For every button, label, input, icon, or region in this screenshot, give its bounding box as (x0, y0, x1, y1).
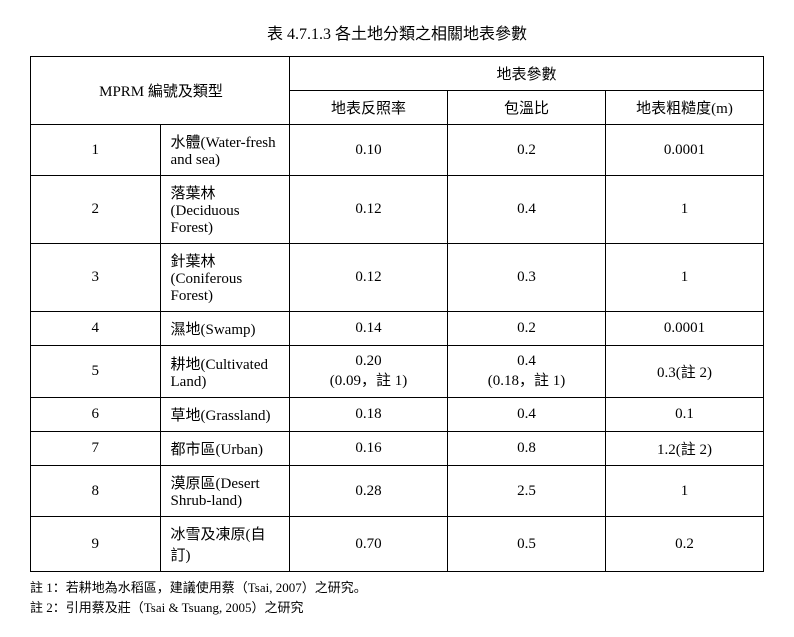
row-type: 水體(Water-fresh and sea) (160, 125, 290, 176)
land-params-table: MPRM 編號及類型 地表參數 地表反照率 包溫比 地表粗糙度(m) 1水體(W… (30, 56, 764, 572)
table-row: 5耕地(Cultivated Land)0.20(0.09，註 1)0.4(0.… (31, 346, 764, 398)
table-row: 2落葉林(Deciduous Forest)0.120.41 (31, 176, 764, 244)
row-bowen: 0.5 (448, 517, 606, 572)
row-rough: 0.0001 (606, 312, 764, 346)
row-albedo: 0.12 (290, 244, 448, 312)
footnote: 註 1：若耕地為水稻區，建議使用蔡（Tsai, 2007）之研究。 (30, 578, 764, 598)
table-title: 表 4.7.1.3 各土地分類之相關地表參數 (30, 20, 764, 44)
row-type: 冰雪及凍原(自訂) (160, 517, 290, 572)
footnotes: 註 1：若耕地為水稻區，建議使用蔡（Tsai, 2007）之研究。註 2：引用蔡… (30, 578, 764, 617)
row-bowen: 0.4 (448, 176, 606, 244)
row-number: 2 (31, 176, 161, 244)
row-albedo: 0.20(0.09，註 1) (290, 346, 448, 398)
header-bowen: 包溫比 (448, 91, 606, 125)
row-type: 落葉林(Deciduous Forest) (160, 176, 290, 244)
table-row: 3針葉林(Coniferous Forest)0.120.31 (31, 244, 764, 312)
row-rough: 0.2 (606, 517, 764, 572)
row-number: 4 (31, 312, 161, 346)
row-rough: 1.2(註 2) (606, 432, 764, 466)
table-row: 8漠原區(Desert Shrub-land)0.282.51 (31, 466, 764, 517)
table-row: 9冰雪及凍原(自訂)0.700.50.2 (31, 517, 764, 572)
row-bowen: 0.3 (448, 244, 606, 312)
row-number: 9 (31, 517, 161, 572)
row-type: 草地(Grassland) (160, 398, 290, 432)
row-number: 3 (31, 244, 161, 312)
row-bowen: 0.8 (448, 432, 606, 466)
table-row: 1水體(Water-fresh and sea)0.100.20.0001 (31, 125, 764, 176)
row-bowen: 0.2 (448, 125, 606, 176)
row-rough: 1 (606, 176, 764, 244)
row-albedo: 0.12 (290, 176, 448, 244)
header-params: 地表參數 (290, 57, 764, 91)
header-roughness: 地表粗糙度(m) (606, 91, 764, 125)
row-type: 漠原區(Desert Shrub-land) (160, 466, 290, 517)
header-mprm: MPRM 編號及類型 (31, 57, 290, 125)
row-bowen: 0.4 (448, 398, 606, 432)
header-albedo: 地表反照率 (290, 91, 448, 125)
row-albedo: 0.70 (290, 517, 448, 572)
row-bowen: 0.2 (448, 312, 606, 346)
table-row: 6草地(Grassland)0.180.40.1 (31, 398, 764, 432)
row-albedo: 0.18 (290, 398, 448, 432)
row-type: 濕地(Swamp) (160, 312, 290, 346)
row-albedo: 0.10 (290, 125, 448, 176)
row-rough: 0.0001 (606, 125, 764, 176)
row-albedo: 0.28 (290, 466, 448, 517)
table-row: 4濕地(Swamp)0.140.20.0001 (31, 312, 764, 346)
row-rough: 1 (606, 466, 764, 517)
row-number: 8 (31, 466, 161, 517)
row-number: 5 (31, 346, 161, 398)
row-number: 6 (31, 398, 161, 432)
row-type: 針葉林(Coniferous Forest) (160, 244, 290, 312)
row-rough: 0.3(註 2) (606, 346, 764, 398)
row-type: 都市區(Urban) (160, 432, 290, 466)
row-bowen: 2.5 (448, 466, 606, 517)
row-number: 7 (31, 432, 161, 466)
table-body: 1水體(Water-fresh and sea)0.100.20.00012落葉… (31, 125, 764, 572)
footnote: 註 2：引用蔡及莊（Tsai & Tsuang, 2005）之研究 (30, 598, 764, 618)
row-albedo: 0.16 (290, 432, 448, 466)
row-number: 1 (31, 125, 161, 176)
row-rough: 0.1 (606, 398, 764, 432)
row-rough: 1 (606, 244, 764, 312)
row-albedo: 0.14 (290, 312, 448, 346)
table-row: 7都市區(Urban)0.160.81.2(註 2) (31, 432, 764, 466)
row-type: 耕地(Cultivated Land) (160, 346, 290, 398)
row-bowen: 0.4(0.18，註 1) (448, 346, 606, 398)
